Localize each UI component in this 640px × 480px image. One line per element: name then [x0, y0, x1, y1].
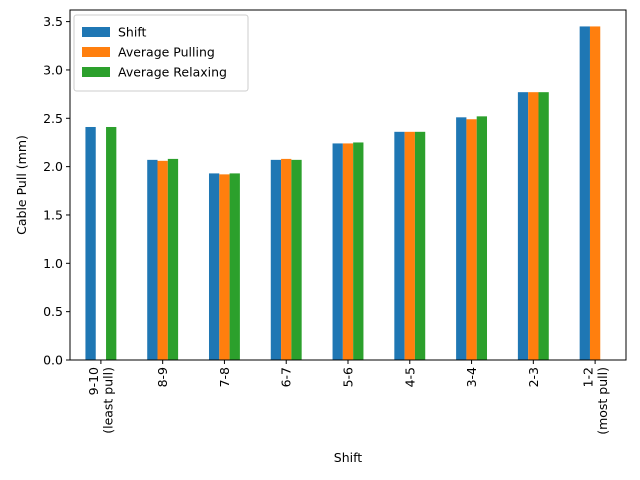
- x-tick-label-line: 8-9: [155, 367, 170, 387]
- x-tick-label-line: 6-7: [279, 367, 294, 387]
- bar-average-pulling-3: [281, 158, 292, 360]
- legend-swatch-1: [82, 47, 110, 57]
- legend: Shift Average Pulling Average Relaxing: [73, 14, 249, 92]
- bar-average-pulling-7: [528, 92, 539, 361]
- bar-average-pulling-5: [404, 131, 415, 360]
- legend-label-0: Shift: [118, 25, 147, 40]
- legend-box: [73, 14, 249, 92]
- bar-average-pulling-6: [466, 119, 477, 360]
- bar-average-relaxing-0: [106, 126, 117, 361]
- x-tick-label-line: 1-2: [580, 367, 595, 387]
- bar-average-relaxing-5: [414, 131, 426, 360]
- bar-average-relaxing-2: [229, 173, 240, 360]
- legend-label-1: Average Pulling: [118, 45, 215, 60]
- x-tick-label-2: 7-8: [217, 367, 232, 387]
- y-axis-ticks: 0.0 0.5 1.0 1.5 2.0 2.5 3.0 3.5: [43, 14, 70, 368]
- x-tick-label-6: 3-4: [464, 367, 479, 387]
- x-axis-title: Shift: [334, 450, 363, 465]
- y-axis-title: Cable Pull (mm): [14, 135, 29, 235]
- bar-shift-4: [332, 143, 343, 360]
- bar-shift-7: [517, 92, 529, 361]
- y-tick-label: 1.0: [43, 256, 63, 271]
- x-tick-label-line: 4-5: [402, 367, 417, 387]
- y-tick-label: 2.0: [43, 159, 63, 174]
- y-tick-label: 3.0: [43, 62, 63, 77]
- x-tick-label-line: 5-6: [341, 367, 356, 387]
- bar-average-pulling-2: [219, 174, 230, 360]
- x-tick-label-7: 2-3: [526, 367, 541, 387]
- x-axis-ticks: 9-10 (least pull) 8-9 7-8 6-7 5-6 4-5 3-4 2-3 1-2…: [86, 360, 610, 435]
- y-tick-label: 3.5: [43, 14, 63, 29]
- bar-shift-2: [208, 173, 220, 360]
- bar-average-pulling-8: [589, 26, 601, 360]
- bar-average-relaxing-3: [291, 159, 302, 360]
- y-tick-label: 0.0: [43, 353, 63, 368]
- bar-shift-5: [394, 131, 405, 360]
- bar-shift-6: [456, 117, 467, 360]
- bar-average-relaxing-4: [353, 142, 364, 360]
- x-tick-label-line: (most pull): [595, 367, 610, 435]
- bar-average-relaxing-6: [476, 116, 488, 360]
- bar-average-relaxing-1: [167, 158, 179, 360]
- bar-shift-1: [147, 159, 158, 360]
- x-tick-label-5: 4-5: [402, 367, 417, 387]
- bar-average-pulling-4: [342, 143, 354, 360]
- legend-swatch-0: [82, 27, 110, 37]
- legend-swatch-2: [82, 67, 110, 77]
- legend-label-2: Average Relaxing: [118, 65, 227, 80]
- x-tick-label-8: 1-2 (most pull): [580, 367, 610, 435]
- x-tick-label-line: 3-4: [464, 367, 479, 387]
- x-tick-label-line: 7-8: [217, 367, 232, 387]
- y-tick-label: 1.5: [43, 207, 63, 222]
- x-tick-label-0: 9-10 (least pull): [86, 367, 116, 434]
- x-tick-label-line: 2-3: [526, 367, 541, 387]
- bar-shift-0: [85, 126, 96, 361]
- x-tick-label-3: 6-7: [279, 367, 294, 387]
- bar-average-pulling-1: [157, 160, 168, 360]
- y-tick-label: 2.5: [43, 111, 63, 126]
- x-tick-label-line: (least pull): [101, 367, 116, 434]
- bar-average-relaxing-7: [538, 92, 549, 361]
- x-tick-label-1: 8-9: [155, 367, 170, 387]
- bar-shift-3: [270, 159, 282, 360]
- x-tick-label-4: 5-6: [341, 367, 356, 387]
- y-tick-label: 0.5: [43, 304, 63, 319]
- x-tick-label-line: 9-10: [86, 367, 101, 395]
- bar-shift-8: [579, 26, 590, 360]
- bars-layer: [85, 26, 601, 361]
